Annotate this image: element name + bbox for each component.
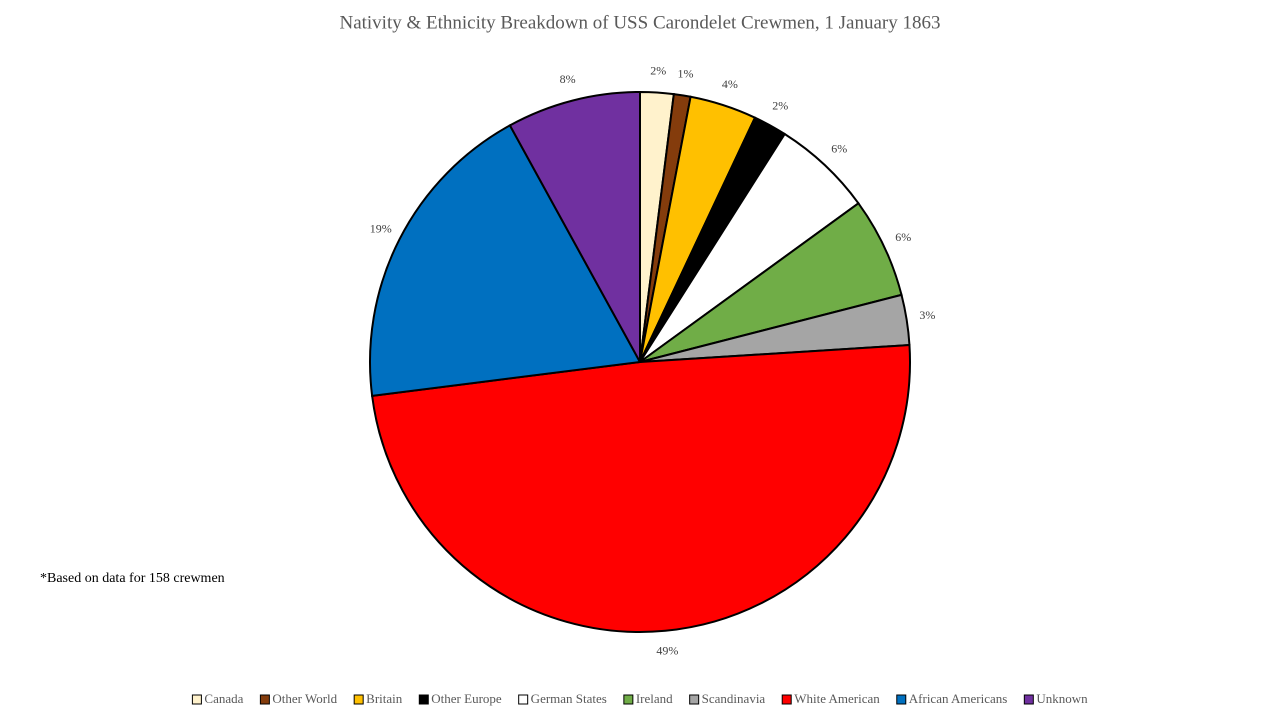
legend-label: Ireland (636, 691, 673, 706)
data-label: 6% (831, 142, 847, 156)
legend-swatch (781, 694, 792, 705)
legend-swatch (896, 694, 907, 705)
data-label: 8% (560, 72, 576, 86)
legend-swatch (418, 694, 429, 705)
data-label: 4% (722, 77, 738, 91)
legend-swatch (259, 694, 270, 705)
legend: Canada Other World Britain Other Europe Germ… (191, 691, 1088, 706)
legend-label: African Americans (909, 691, 1008, 706)
pie-slice (508, 90, 641, 363)
legend-label: Unknown (1036, 691, 1088, 706)
data-label: 2% (650, 63, 666, 77)
data-label: 2% (772, 99, 788, 113)
legend-label: Other World (272, 691, 337, 706)
legend-swatch (191, 694, 202, 705)
legend-swatch (1023, 694, 1034, 705)
pie-slice (371, 343, 911, 633)
data-label: 6% (895, 230, 911, 244)
pie: 2% 1% 4% 2% 6% 6% 3% 49% 19% 8% (369, 63, 935, 657)
data-label: 3% (919, 308, 935, 322)
footnote: *Based on data for 158 crewmen (40, 571, 225, 586)
legend-label: White American (794, 691, 880, 706)
pie-slice (369, 124, 642, 397)
legend-swatch (689, 694, 700, 705)
legend-swatch (518, 694, 529, 705)
legend-swatch (353, 694, 364, 705)
data-label: 49% (656, 643, 678, 657)
legend-label: Britain (366, 691, 403, 706)
chart-title: Nativity & Ethnicity Breakdown of USS Ca… (339, 12, 940, 33)
legend-label: Other Europe (431, 691, 502, 706)
data-label: 19% (370, 222, 392, 236)
legend-swatch (623, 694, 634, 705)
legend-label: Canada (204, 691, 243, 706)
legend-label: German States (531, 691, 607, 706)
legend-label: Scandinavia (702, 691, 766, 706)
data-label: 1% (678, 66, 694, 80)
